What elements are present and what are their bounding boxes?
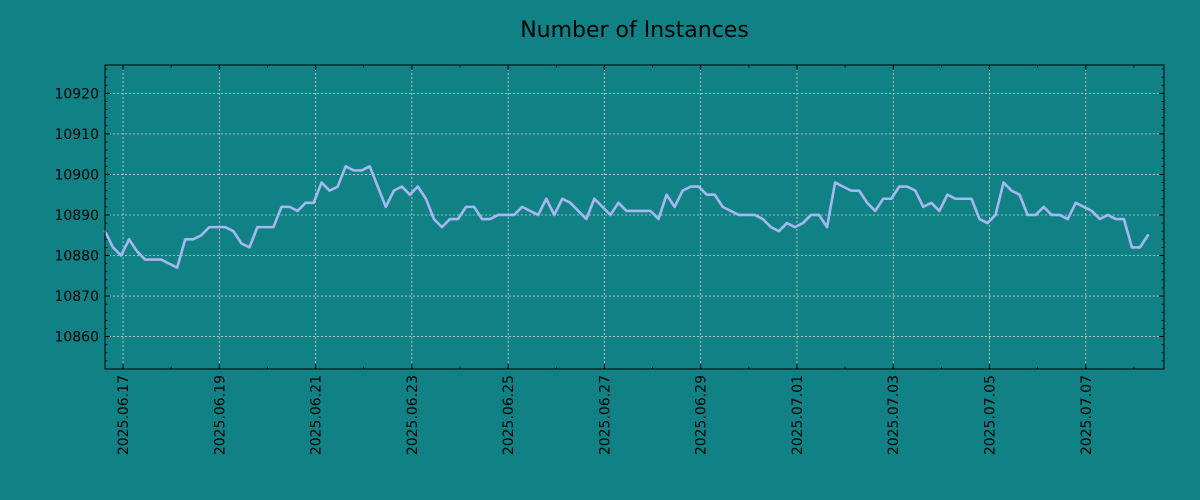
y-axis-tick-labels: 10860 10870 10880 10890 10900 10910 10920 xyxy=(54,86,99,345)
x-tick-label: 2025.06.21 xyxy=(309,375,325,455)
y-tick-label: 10910 xyxy=(54,127,99,143)
y-tick-label: 10870 xyxy=(54,289,99,305)
y-tick-label: 10860 xyxy=(54,330,99,346)
x-tick-label: 2025.06.23 xyxy=(405,375,421,455)
x-tick-label: 2025.07.03 xyxy=(886,375,902,455)
chart-title: Number of Instances xyxy=(520,18,749,43)
x-tick-label: 2025.07.07 xyxy=(1079,375,1095,455)
plot-area xyxy=(105,65,1164,369)
y-tick-label: 10890 xyxy=(54,208,99,224)
x-tick-label: 2025.06.17 xyxy=(116,375,132,455)
x-tick-label: 2025.06.19 xyxy=(212,375,228,455)
y-tick-label: 10900 xyxy=(54,167,99,183)
grid-lines xyxy=(105,65,1164,369)
plot-frame xyxy=(104,64,1165,370)
series-line xyxy=(103,165,1150,269)
x-tick-label: 2025.06.29 xyxy=(694,375,710,455)
x-tick-label: 2025.06.25 xyxy=(501,375,517,455)
x-axis-tick-labels: 2025.06.17 2025.06.19 2025.06.21 2025.06.23… xyxy=(116,375,1095,455)
x-tick-label: 2025.06.27 xyxy=(597,375,613,455)
y-tick-label: 10920 xyxy=(54,86,99,102)
series-layer xyxy=(103,165,1150,269)
x-tick-label: 2025.07.01 xyxy=(790,375,806,455)
x-tick-label: 2025.07.05 xyxy=(983,375,999,455)
y-tick-label: 10880 xyxy=(54,249,99,265)
